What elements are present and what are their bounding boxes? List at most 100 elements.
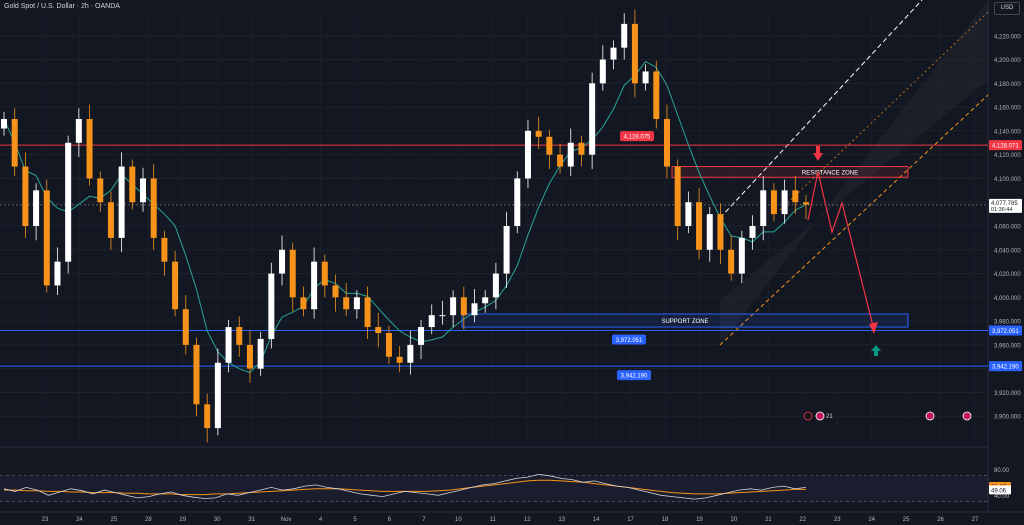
time-tick-label: Nov	[281, 517, 292, 523]
price-tick-label: 3,920.000	[994, 391, 1021, 397]
level-axis-label: 4,128.071	[992, 144, 1019, 150]
candle-body	[236, 327, 243, 345]
down-arrow-marker	[813, 153, 823, 161]
candle-body	[353, 297, 360, 310]
price-tick-label: 4,100.000	[994, 177, 1021, 183]
time-tick-label: 30	[214, 517, 221, 523]
candle-body	[385, 333, 392, 357]
candle-body	[696, 202, 703, 250]
event-badge-icon	[962, 411, 972, 421]
rsi-line	[3, 473, 807, 500]
candle-body	[428, 315, 435, 328]
event-badge-icon	[925, 411, 935, 421]
price-tick-label: 4,180.000	[994, 82, 1021, 88]
time-tick-label: 4	[319, 517, 323, 523]
projection-arrows: 21	[803, 146, 972, 421]
candle-body	[150, 178, 157, 238]
level-tag-label: 3,942.190	[621, 374, 648, 380]
time-tick-label: 17	[627, 517, 634, 523]
candle-body	[492, 273, 499, 298]
candle-body	[257, 338, 264, 369]
price-tick-label: 4,040.000	[994, 248, 1021, 254]
zone-label: RESISTANCE ZONE	[802, 170, 858, 176]
candle-body	[161, 237, 168, 262]
zone-box	[671, 166, 909, 178]
candle-body	[578, 142, 585, 155]
candle-body	[749, 226, 756, 238]
time-axis[interactable]: 23 24 25 28 29 30 31 Nov 4 5 6 7 10 11 12 13 14 17 18 19 20 2…	[42, 517, 979, 523]
price-tick-label: 4,020.000	[994, 272, 1021, 278]
candle-body	[172, 261, 179, 310]
channel-lower-line	[719, 94, 989, 346]
candle-body	[225, 327, 232, 363]
candle-body	[86, 119, 93, 179]
event-badge-icon	[803, 411, 813, 421]
candle-body	[332, 285, 339, 298]
candle-body	[557, 154, 564, 167]
candle-body	[450, 297, 457, 316]
candle-body	[65, 142, 72, 262]
candle-body	[685, 202, 692, 226]
candle-body	[781, 190, 788, 215]
candle-body	[268, 273, 275, 339]
price-tick-label: 4,120.000	[994, 153, 1021, 159]
time-tick-label: 21	[765, 517, 772, 523]
candle-body	[289, 249, 296, 298]
candle-body	[300, 297, 307, 310]
candle-body	[567, 142, 574, 167]
candle-body	[97, 178, 104, 203]
candle-body	[439, 315, 446, 317]
time-tick-label: 25	[903, 517, 910, 523]
candle-body	[546, 136, 553, 155]
time-tick-label: 25	[111, 517, 118, 523]
event-badge-label: 21	[826, 414, 833, 420]
candle-body	[653, 71, 660, 119]
candle-body	[407, 344, 414, 363]
candle-body	[107, 202, 114, 238]
candle-body	[193, 344, 200, 405]
level-tag	[612, 334, 646, 345]
moving-average	[3, 60, 807, 374]
price-tick-label: 4,200.000	[994, 58, 1021, 64]
price-axis[interactable]: 4,220.000 4,200.000 4,180.000 4,160.000 4,14…	[989, 34, 1022, 421]
time-tick-label: 18	[662, 517, 669, 523]
candle-body	[524, 130, 531, 179]
current-price-label: 4,077.785	[991, 201, 1018, 207]
candle-body	[621, 23, 628, 48]
time-tick-label: 7	[422, 517, 426, 523]
candle-body	[717, 214, 724, 250]
candle-body	[54, 261, 61, 286]
rsi-value: 49.06	[991, 488, 1007, 494]
level-axis-label: 3,942.190	[992, 365, 1019, 371]
candle-body	[364, 297, 371, 328]
time-tick-label: 13	[558, 517, 565, 523]
rsi-band-fill	[0, 475, 988, 502]
rsi-value-tag	[989, 485, 1011, 495]
level-axis-label: 3,972.051	[992, 329, 1019, 335]
time-tick-label: 10	[455, 517, 462, 523]
candle-body	[503, 226, 510, 274]
time-tick-label: 11	[490, 517, 497, 523]
currency-button[interactable]: USD	[994, 2, 1020, 15]
zone-label: SUPPORT ZONE	[661, 319, 708, 325]
candle-body	[460, 297, 467, 316]
price-tick-label: 4,140.000	[994, 129, 1021, 135]
candle-body	[129, 166, 136, 203]
candle-body	[610, 47, 617, 60]
up-arrow-stem	[874, 351, 878, 356]
ema-line	[3, 60, 807, 374]
time-tick-label: 26	[937, 517, 944, 523]
channel-upper-line	[719, 0, 923, 219]
candle-body	[214, 362, 221, 429]
time-tick-label: 27	[972, 517, 979, 523]
candle-body	[482, 297, 489, 304]
candle-body	[1, 119, 7, 129]
time-tick-label: 20	[731, 517, 738, 523]
candle-body	[321, 261, 328, 286]
time-tick-label: 14	[593, 517, 600, 523]
time-tick-label: 19	[696, 517, 703, 523]
